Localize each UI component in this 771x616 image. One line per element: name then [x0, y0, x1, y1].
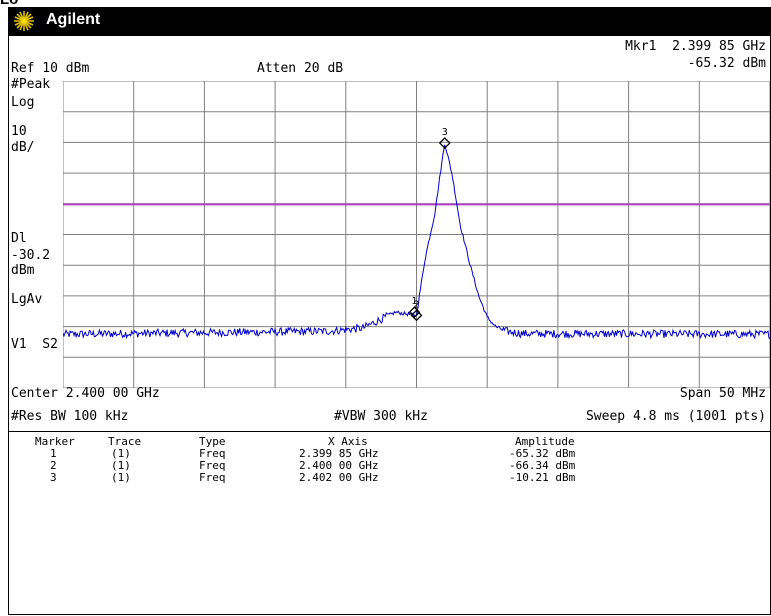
marker-1-label: 1: [411, 296, 417, 307]
agilent-spark-icon: [14, 11, 34, 31]
brand-name: Agilent: [46, 11, 101, 28]
marker-type: Freq: [199, 447, 226, 460]
column-header-type: Type: [199, 435, 226, 448]
trace-number: (1): [111, 459, 131, 472]
marker-2-diamond: [410, 309, 423, 322]
video-bandwidth: #VBW 300 kHz: [334, 409, 428, 424]
column-header-marker: Marker: [35, 435, 75, 448]
marker-type: Freq: [199, 471, 226, 484]
trace-number: (1): [111, 471, 131, 484]
detector-label: #Peak: [11, 77, 51, 92]
analyzer-screen: Mkr1 2.399 85 GHz -65.32 dBm Ref 10 dBm …: [8, 35, 771, 615]
marker-amplitude: -65.32 dBm: [687, 56, 766, 71]
marker-amplitude-value: -65.32 dBm: [509, 447, 576, 460]
display-line-label: Dl: [11, 231, 27, 246]
span: Span 50 MHz: [679, 386, 766, 401]
attenuation: Atten 20 dB: [257, 61, 344, 76]
ref-level: Ref 10 dBm: [11, 61, 90, 76]
cropped-top-text: Lo: [0, 0, 120, 7]
scale-value-label: 10: [11, 124, 27, 139]
marker-table: Marker Trace Type X Axis Amplitude 1 (1)…: [9, 436, 770, 496]
marker-x-value: 2.399 85 GHz: [299, 447, 379, 460]
column-header-amplitude: Amplitude: [515, 435, 575, 448]
marker-number: 1: [50, 447, 57, 460]
marker-x-value: 2.402 00 GHz: [299, 471, 379, 484]
scale-type-label: Log: [11, 95, 35, 110]
marker-readout: Mkr1 2.399 85 GHz: [625, 39, 766, 54]
resolution-bandwidth: #Res BW 100 kHz: [11, 409, 129, 424]
display-line-value: -30.2: [11, 248, 51, 263]
marker-x-value: 2.400 00 GHz: [299, 459, 379, 472]
trace-number: (1): [111, 447, 131, 460]
display-line-unit: dBm: [11, 263, 35, 278]
table-separator: [9, 431, 770, 432]
column-header-x-axis: X Axis: [328, 435, 368, 448]
marker-amplitude-value: -10.21 dBm: [509, 471, 576, 484]
title-bar: Agilent: [8, 7, 771, 35]
center-frequency: Center 2.400 00 GHz: [11, 386, 160, 401]
marker-3-label: 3: [442, 127, 448, 138]
spectrum-plot: 12 3: [63, 81, 770, 388]
marker-number: 3: [50, 471, 57, 484]
marker-1-diamond: [408, 306, 421, 319]
marker-amplitude-value: -66.34 dBm: [509, 459, 576, 472]
scale-unit-label: dB/: [11, 140, 35, 155]
trigger-label: V1 S2: [11, 337, 58, 352]
sweep-time: Sweep 4.8 ms (1001 pts): [585, 409, 766, 424]
marker-number: 2: [50, 459, 57, 472]
marker-2-label: 2: [413, 299, 419, 310]
marker-3-diamond: [438, 137, 451, 149]
marker-type: Freq: [199, 459, 226, 472]
column-header-trace: Trace: [108, 435, 142, 448]
average-mode-label: LgAv: [11, 292, 43, 307]
